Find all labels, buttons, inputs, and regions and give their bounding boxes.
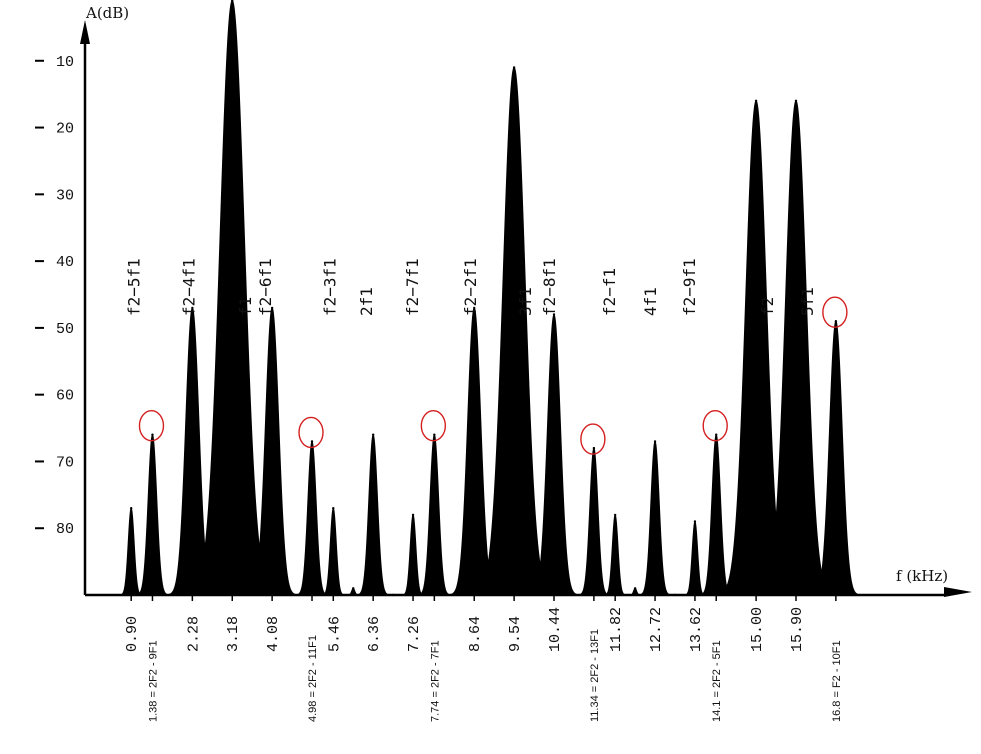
peak-marker	[552, 313, 556, 316]
peak-marker	[673, 593, 677, 597]
x-tick-label: 15.00	[749, 607, 766, 652]
peak-marker	[310, 440, 314, 443]
annotation-circle	[298, 416, 324, 449]
x-tick-label: 7.74 = 2F2 - 7F1	[429, 640, 441, 722]
annotation-circle	[420, 410, 447, 442]
x-tick-label: 12.72	[648, 607, 665, 652]
annotation-circles	[138, 296, 848, 455]
x-tick-label: 7.26	[406, 616, 423, 652]
x-tick-label: 10.44	[547, 607, 564, 652]
peak-marker	[352, 587, 355, 590]
peak-marker	[433, 433, 436, 436]
peak-labels: f2−5f1 f2−4f1 f1 f2−6f1 f2−3f1 2f1 f2−7f1 f2−2f…	[124, 258, 817, 316]
peak-marker	[191, 306, 194, 310]
x-tick-label: 5.46	[326, 616, 343, 652]
peak-label: f1	[236, 297, 255, 316]
peak-label: f2−9f1	[680, 258, 699, 316]
peak-marker	[653, 440, 657, 443]
peak-marker	[371, 433, 375, 436]
annotation-circle	[702, 410, 728, 442]
y-axis: A(dB)	[80, 4, 129, 595]
x-tick-label: 2.28	[185, 616, 202, 652]
peak-marker	[129, 507, 133, 510]
peak-label: f2−2f1	[461, 258, 480, 316]
x-tick-label: 4.98 = 2F2 - 11F1	[307, 635, 319, 722]
peak-label: f2−3f1	[320, 258, 339, 316]
x-axis-title: f (kHz)	[896, 567, 948, 585]
peak-label: 3f1	[516, 287, 535, 316]
x-ticks	[130, 595, 837, 601]
peak-marker	[411, 513, 415, 517]
x-tick-label: 4.08	[265, 616, 282, 652]
peak-marker	[613, 513, 617, 517]
x-tick-label: 11.82	[608, 607, 625, 652]
y-tick-label: 80	[56, 521, 74, 538]
x-tick-label: 9.54	[507, 616, 524, 652]
peak-markers	[129, 0, 838, 597]
x-tick-label: 8.64	[467, 616, 484, 652]
peak-label: f2−6f1	[256, 258, 275, 316]
annotation-circle	[822, 296, 848, 328]
x-tick-label: 16.8 = F2 - 10F1	[831, 640, 843, 722]
peak-marker	[231, 0, 234, 2]
y-tick-label: 30	[56, 187, 74, 204]
x-tick-label: 1.38 = 2F2 - 9F1	[147, 640, 159, 722]
peak-marker	[270, 306, 274, 310]
peak-marker	[391, 593, 395, 597]
y-tick-label: 70	[56, 454, 74, 471]
x-labels: 0.90 1.38 = 2F2 - 9F1 2.28 3.18 4.08 4.98 = 2…	[124, 607, 843, 722]
peak-marker	[473, 306, 476, 310]
y-axis-arrow-icon	[80, 20, 90, 44]
x-tick-label: 15.90	[789, 607, 806, 652]
x-tick-label: 13.62	[688, 607, 705, 652]
x-tick-label: 6.36	[366, 616, 383, 652]
peak-label: 4f1	[641, 287, 660, 316]
x-tick-label: 0.90	[124, 616, 141, 652]
y-tick-label: 50	[56, 321, 74, 338]
peak-label: 2f1	[357, 287, 376, 316]
x-tick-label: 3.18	[225, 616, 242, 652]
y-tick-label: 40	[56, 254, 74, 271]
peak-marker	[715, 433, 718, 436]
peak-marker	[633, 587, 637, 590]
peak-marker	[151, 433, 154, 436]
peak-marker	[754, 99, 758, 103]
peak-marker	[512, 66, 516, 69]
peak-label: f2−7f1	[403, 258, 422, 316]
peak-label: f2−f1	[600, 268, 619, 316]
peak-marker	[834, 320, 838, 323]
peak-marker	[592, 446, 596, 450]
x-axis-arrow-icon	[944, 587, 972, 597]
annotation-circle	[138, 410, 165, 442]
peak-label: f2−8f1	[540, 258, 559, 316]
y-ticks: 10 20 30 40 50 60 70 80	[35, 54, 74, 538]
spectrum-trace	[85, 0, 948, 596]
x-tick-label: 11.34 = 2F2 - 13F1	[589, 629, 601, 722]
peak-label: f2−5f1	[124, 258, 143, 316]
peak-marker	[332, 507, 335, 510]
peak-label: f2	[758, 297, 777, 316]
y-axis-title: A(dB)	[85, 4, 129, 22]
annotation-circle	[580, 423, 606, 455]
y-tick-label: 10	[56, 54, 74, 71]
peak-marker	[794, 99, 798, 103]
y-tick-label: 20	[56, 121, 74, 138]
peak-marker	[693, 520, 697, 523]
x-tick-label: 14.1 = 2F2 - 5F1	[711, 640, 723, 722]
peak-label: f2−4f1	[179, 258, 198, 316]
y-tick-label: 60	[56, 388, 74, 405]
peak-label: 5f1	[798, 287, 817, 316]
